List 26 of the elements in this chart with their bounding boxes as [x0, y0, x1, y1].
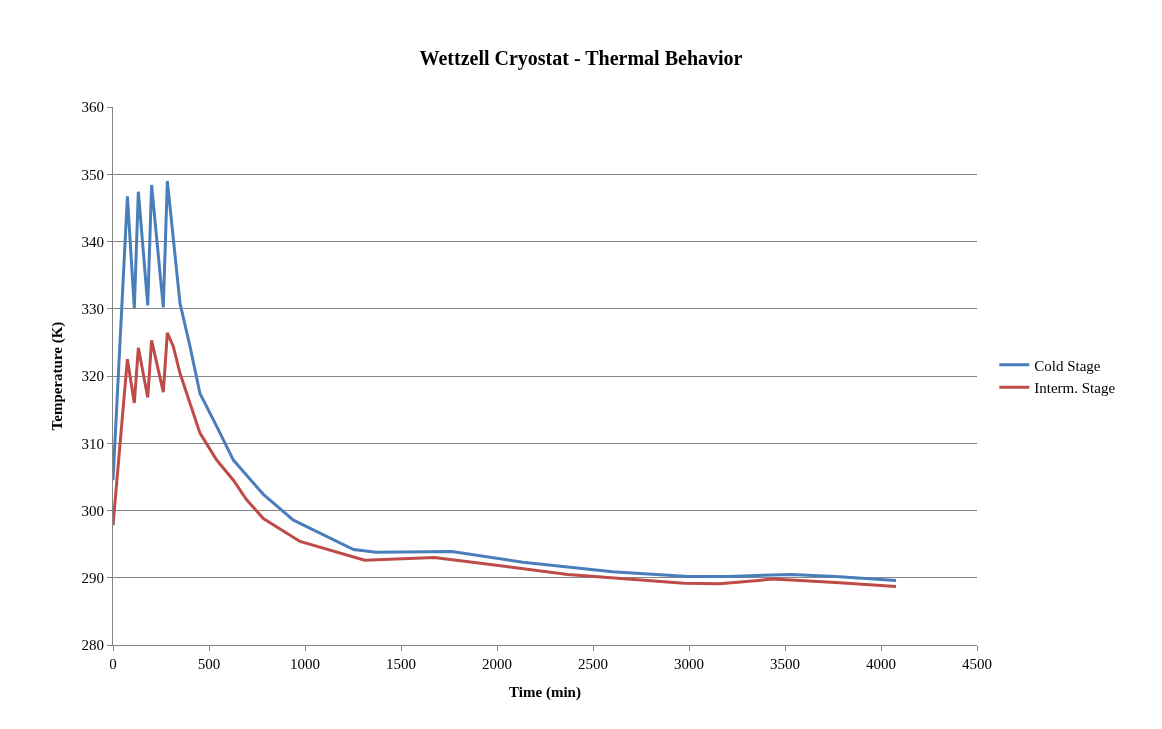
x-tick-label: 4500 [962, 656, 992, 672]
y-tick-label: 350 [81, 166, 104, 183]
x-tick-label: 3500 [770, 656, 800, 672]
y-tick-label: 280 [81, 637, 104, 654]
legend-label: Interm. Stage [1034, 380, 1116, 397]
chart-title: Wettzell Cryostat - Thermal Behavior [419, 47, 743, 71]
y-tick-label: 290 [81, 570, 104, 586]
x-tick-label: 1000 [290, 656, 320, 672]
y-axis-title: Temperature (K) [48, 321, 66, 431]
y-tick-label: 320 [81, 368, 104, 385]
x-tick-label: 2000 [482, 656, 512, 672]
y-tick-label: 310 [81, 435, 104, 452]
x-tick-label: 3000 [674, 656, 704, 672]
line-series [113, 179, 898, 582]
x-tick-label: 500 [197, 656, 221, 672]
x-tick-label: 1500 [386, 656, 416, 672]
y-tick-label: 340 [81, 233, 104, 250]
y-tick-label: 300 [81, 502, 104, 519]
y-tick-label: 330 [81, 301, 104, 317]
line-series [113, 331, 898, 588]
x-tick-label: 2500 [578, 656, 608, 672]
x-tick-label: 0 [109, 656, 117, 672]
x-tick-label: 4000 [866, 656, 896, 672]
legend-label: Cold Stage [1034, 357, 1101, 374]
y-tick-label: 360 [81, 99, 104, 116]
x-axis-title: Time (min) [509, 684, 581, 701]
